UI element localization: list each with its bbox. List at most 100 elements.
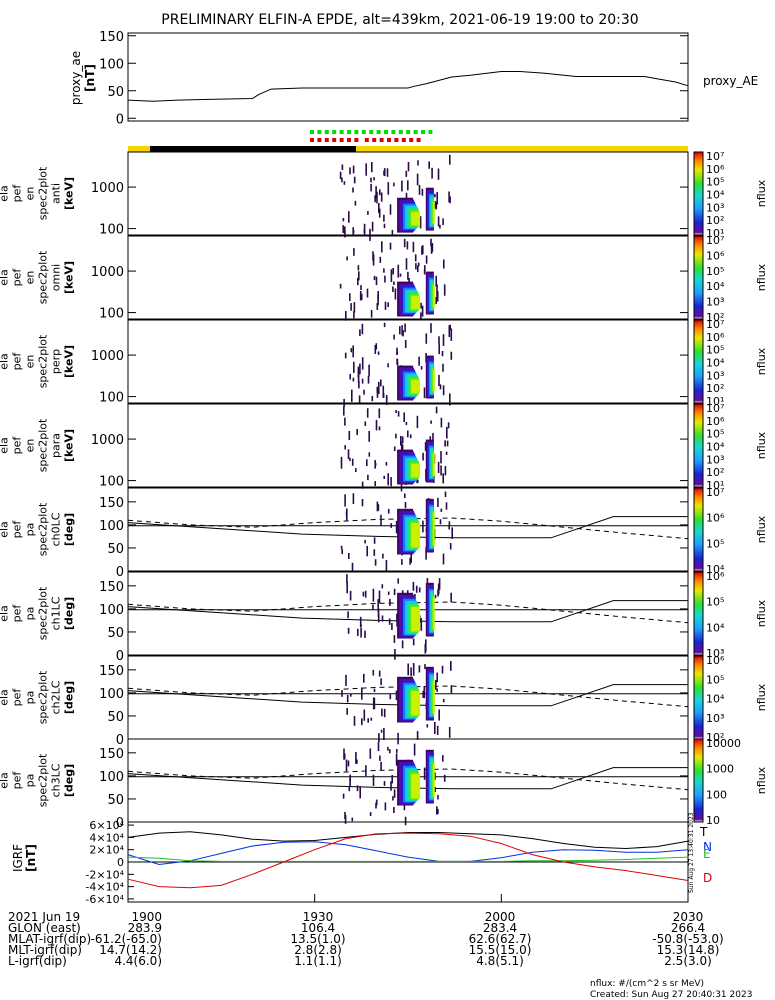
panel-frame (127, 403, 689, 488)
colorbar-ramp (693, 403, 704, 488)
flux-streak (393, 281, 395, 285)
flux-streak (355, 468, 357, 472)
ae-ytick-label: 150 (99, 30, 124, 45)
flag-green-mark (339, 130, 344, 134)
flux-streak (450, 351, 453, 360)
igrf-series (127, 831, 689, 889)
flux-streak (359, 616, 362, 628)
flux-streak (441, 665, 444, 674)
anti-loss-cone-dashed (127, 601, 689, 624)
panel-ylabel-line: pef (11, 688, 24, 707)
energy-ytick-label: 100 (99, 391, 124, 406)
igrf-ytick-label: -6×10⁴ (85, 893, 124, 906)
flux-streak (362, 591, 365, 597)
colorbar-tick-label: 10² (706, 214, 724, 227)
flux-streak (441, 351, 444, 357)
flux-streak (387, 302, 389, 308)
flux-streak (380, 379, 382, 387)
flux-streak (422, 520, 424, 533)
flux-streak (347, 760, 350, 767)
flux-streak (381, 584, 384, 589)
flux-streak (417, 265, 419, 273)
panel-ylabel-line: ela (0, 269, 11, 286)
flag-red-mark (324, 138, 329, 142)
colorbar-tick-label: 10¹ (706, 395, 724, 408)
colorbar-tick-label: 10⁴ (706, 357, 725, 370)
flux-streak (440, 465, 442, 476)
colorbar-zlabel: nflux (755, 347, 768, 375)
flux-streak (363, 389, 365, 395)
flux-streak (438, 578, 441, 590)
flux-streak (448, 521, 451, 527)
proxy-ae-legend: proxy_AE (703, 74, 758, 88)
flux-streak (343, 181, 346, 185)
flux-streak (343, 748, 345, 760)
colorbar-tick-label: 10² (706, 382, 724, 395)
panel-ylabel-line: ela (0, 185, 11, 202)
panel-ylabel: ela pef en spec2plot omni [keV] (0, 250, 76, 304)
ephemeris-row-label: GLON (east) (8, 921, 81, 935)
colorbar-tick-label: 10⁴ (706, 189, 725, 202)
ephemeris-value: 4.4(6.0) (114, 954, 162, 968)
ephemeris-value: 1930 (303, 910, 334, 924)
flux-streak (352, 345, 354, 358)
ephemeris-value: 1900 (131, 910, 162, 924)
flux-streak (438, 374, 440, 386)
flux-streak (360, 285, 362, 290)
flux-streak (436, 192, 438, 205)
ephemeris-value: 266.4 (671, 921, 705, 935)
orbit-day-segment (356, 146, 688, 152)
panel-ylabel-line: [deg] (63, 764, 76, 797)
colorbar-tick-label: 10³ (706, 296, 724, 309)
panel-ylabel-line: [keV] (63, 177, 76, 210)
colorbar-zlabel: nflux (755, 766, 768, 794)
flux-streak (383, 781, 386, 786)
proxy-ae-yunit: [nT] (83, 64, 97, 92)
flux-streak (418, 587, 421, 593)
colorbar-tick-label: 10⁷ (706, 234, 724, 247)
flux-streak (424, 664, 426, 670)
flux-streak (370, 717, 373, 721)
flux-streak (349, 167, 351, 175)
panel-ylabel-line: [deg] (63, 513, 76, 546)
colorbar-tick-label: 10¹ (706, 227, 724, 240)
colorbar-tick-label: 10³ (706, 453, 724, 466)
flux-streak (440, 451, 442, 464)
flux-streak (439, 384, 442, 390)
flux-streak (353, 311, 355, 319)
flux-streak (437, 497, 439, 507)
flux-streak (416, 731, 419, 740)
flux-streak (436, 688, 438, 692)
pa-ytick-label: 50 (107, 542, 124, 557)
spectrogram-panel-1: 100 1000 ela pef en spec2plot anti [keV] (0, 151, 689, 241)
colorbar-ramp (693, 738, 704, 823)
flux-streak (373, 537, 376, 544)
flux-streak (401, 180, 403, 192)
pa-ytick-label: 0 (116, 565, 124, 580)
igrf-ylabel: IGRF (11, 844, 25, 872)
ephemeris-value: 2000 (485, 910, 516, 924)
igrf-ytick-label: 4×10⁴ (89, 831, 124, 844)
colorbar-tick-label: 10⁷ (706, 150, 724, 163)
flux-core (432, 285, 435, 308)
flux-streak (356, 429, 358, 436)
ephemeris-value: 283.4 (483, 921, 517, 935)
flux-streak (342, 793, 345, 799)
flag-red-mark (416, 138, 421, 142)
colorbar-6: 10⁶ 10⁵ 10⁴ 10³ nflux (693, 570, 768, 660)
flux-streak (361, 499, 364, 507)
flux-streak (365, 765, 367, 777)
panel-frame (127, 151, 689, 236)
flux-streak (345, 674, 347, 686)
flux-streak (384, 802, 387, 811)
flux-streak (442, 473, 444, 484)
flux-streak (430, 245, 433, 254)
flux-streak (390, 781, 392, 791)
panel-ylabel-line: ch2LC (50, 680, 63, 714)
flux-streak (356, 785, 359, 792)
flux-streak (344, 417, 346, 426)
